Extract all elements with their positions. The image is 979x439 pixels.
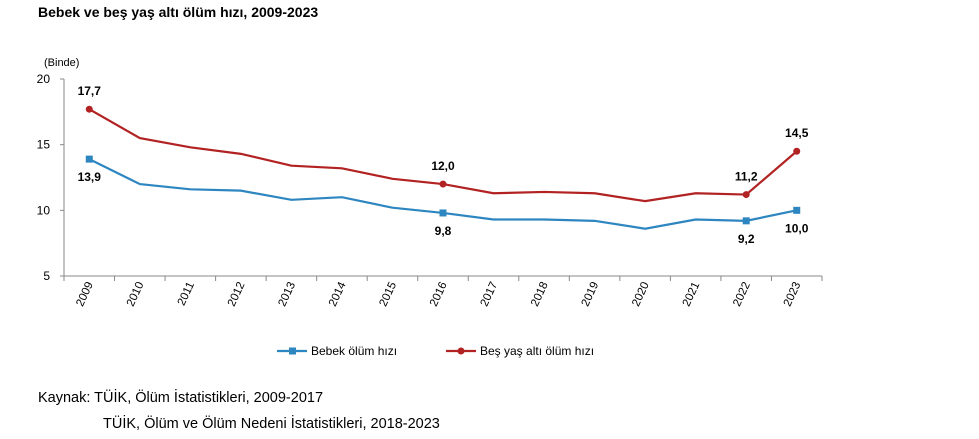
data-point-marker [793,206,801,214]
data-label: 14,5 [785,126,809,140]
x-tick-label: 2013 [276,280,298,308]
data-point-marker [439,180,447,188]
data-point-marker [742,217,750,225]
data-label: 17,7 [78,84,102,98]
chart-title: Bebek ve beş yaş altı ölüm hızı, 2009-20… [38,4,319,20]
x-tick-label: 2010 [125,280,147,308]
source-line-1: Kaynak: TÜİK, Ölüm İstatistikleri, 2009-… [38,390,324,406]
data-label: 13,9 [78,170,102,184]
data-label: 10,0 [785,221,809,235]
x-tick-label: 2011 [176,280,197,307]
data-point-marker [793,147,801,155]
data-label: 9,8 [435,224,452,238]
x-tick-label: 2022 [731,280,753,308]
data-point-marker [85,155,93,163]
legend-label: Bebek ölüm hızı [311,344,397,358]
legend-marker [457,347,465,355]
y-tick-label: 10 [37,203,51,217]
data-label: 9,2 [738,232,755,246]
data-label: 12,0 [431,159,455,173]
legend-label: Beş yaş altı ölüm hızı [480,344,594,358]
x-tick-label: 2009 [74,280,96,308]
y-tick-label: 5 [43,269,50,283]
x-tick-label: 2018 [529,280,551,308]
y-tick-label: 20 [37,72,51,86]
x-tick-label: 2019 [580,280,602,308]
y-tick-label: 15 [37,138,51,152]
legend-marker [289,347,296,355]
y-unit-label: (Binde) [44,57,79,69]
x-tick-label: 2021 [681,280,703,308]
data-point-marker [85,105,93,113]
data-point-marker [439,209,447,217]
line-chart: (Binde) 5 10 15 20 2009 2010 2011 2012 2013 2014 2… [37,57,823,358]
x-tick-label: 2012 [226,280,248,308]
x-tick-label: 2020 [630,280,652,308]
x-tick-label: 2014 [327,280,349,309]
x-tick-label: 2023 [782,280,804,308]
x-tick-label: 2017 [479,280,501,308]
x-tick-label: 2016 [428,280,450,308]
data-point-marker [742,191,750,199]
data-label: 11,2 [735,170,758,184]
x-tick-label: 2015 [377,280,399,308]
source-line-2: TÜİK, Ölüm ve Ölüm Nedeni İstatistikleri… [103,416,440,432]
